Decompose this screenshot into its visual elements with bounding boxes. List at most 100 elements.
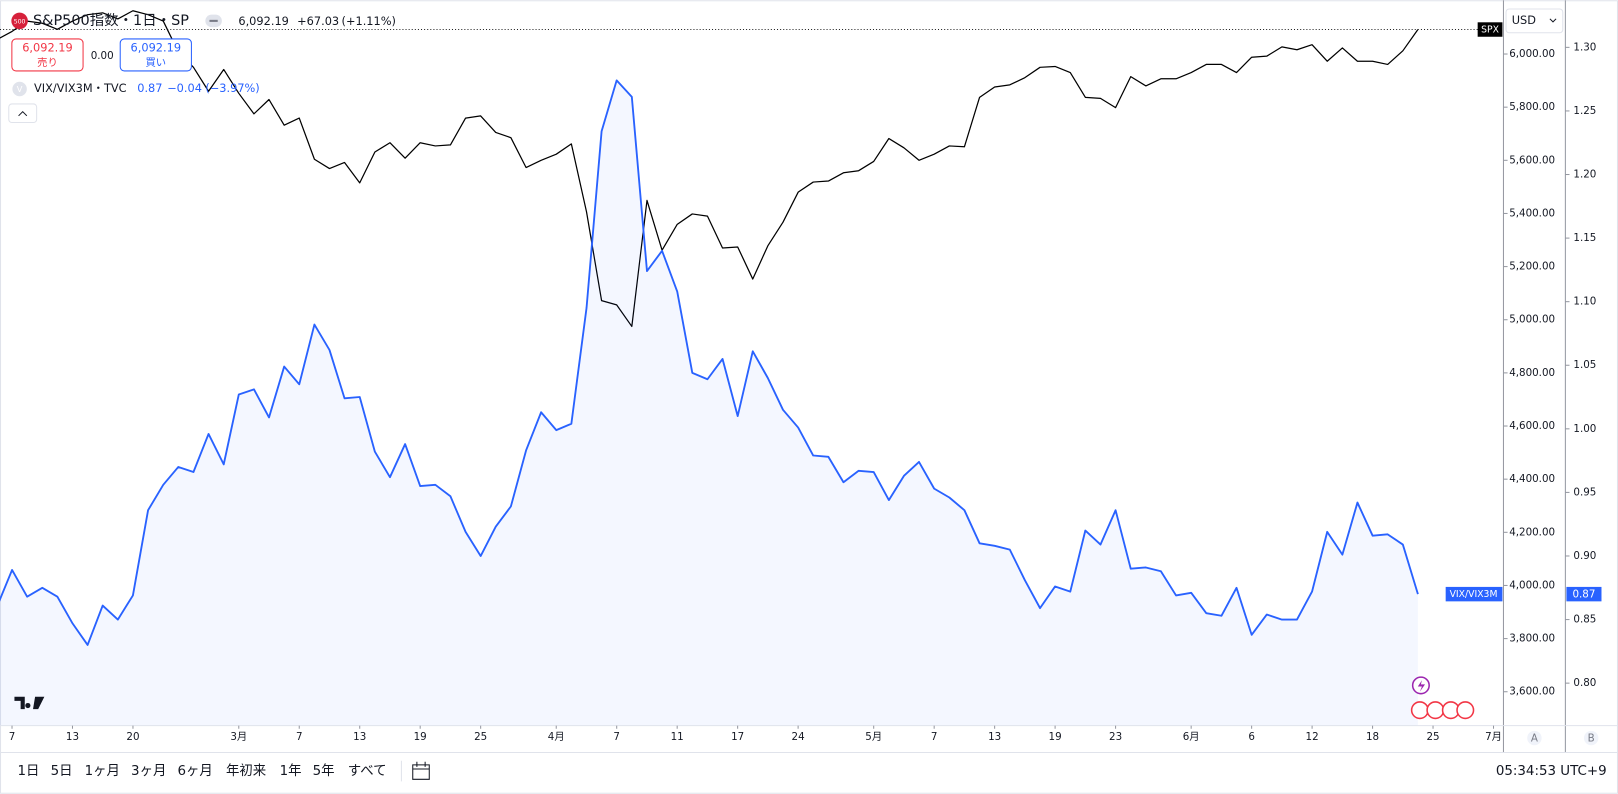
range-button[interactable]: 6ヶ月	[177, 764, 212, 779]
series-tag-label: VIX/VIX3M	[1450, 589, 1498, 600]
x-tick-label: 7	[296, 731, 303, 743]
series-tag-label: SPX	[1481, 25, 1499, 36]
series-line	[0, 79, 1419, 646]
y-tick-label: 4,000.00	[1509, 579, 1555, 591]
change-pct: (+1.11%)	[342, 14, 396, 28]
flag[interactable]	[1410, 701, 1429, 720]
x-tick-label: 5月	[865, 731, 882, 743]
legend-change: −0.04	[167, 81, 202, 95]
x-tick-label: 7	[9, 731, 16, 743]
sell-button[interactable]	[11, 38, 84, 72]
currency-select[interactable]	[1505, 8, 1564, 34]
series-area	[0, 80, 1418, 726]
plot-area	[0, 10, 1419, 726]
logo	[14, 696, 45, 710]
collapse-button[interactable]	[8, 103, 38, 124]
x-tick-label: 18	[1366, 731, 1379, 743]
collapse-icon	[18, 110, 28, 117]
sell-price: 6,092.19	[22, 41, 73, 55]
x-tick-label: 6	[1248, 731, 1255, 743]
buy-button[interactable]	[119, 38, 192, 72]
x-tick-label: 6月	[1183, 731, 1200, 743]
currency: USD	[1512, 13, 1537, 27]
x-tick-label: 7	[613, 731, 620, 743]
y-tick-label: 5,600.00	[1509, 154, 1555, 166]
buy-label: 買い	[146, 57, 167, 69]
x-tick-label: 24	[792, 731, 805, 743]
y-tick-label: 1.05	[1573, 359, 1596, 371]
sell-label: 売り	[37, 56, 58, 69]
y-tick-label: 5,400.00	[1509, 207, 1555, 219]
series-line	[0, 10, 1419, 328]
y-tick-label: 4,800.00	[1509, 367, 1555, 379]
x-tick-label: 23	[1109, 731, 1122, 743]
y-tick-label: 1.15	[1573, 232, 1596, 244]
y-tick-label: 1.25	[1573, 105, 1596, 117]
y-tick-label: 0.95	[1573, 486, 1596, 498]
range-button[interactable]: 5年	[313, 763, 335, 779]
range-button[interactable]: 1ヶ月	[85, 764, 120, 779]
x-tick-label: 19	[414, 731, 427, 743]
y-tick-label: 4,400.00	[1509, 473, 1555, 485]
axis-b: B	[1588, 733, 1595, 745]
y-tick-label: 4,200.00	[1509, 526, 1555, 538]
clock: 05:34:53 UTC+9	[1496, 764, 1607, 779]
buy-price: 6,092.19	[131, 41, 182, 55]
last-value-tag	[1566, 586, 1602, 602]
axis-a-button[interactable]	[1527, 730, 1542, 746]
series-tag	[1445, 586, 1503, 602]
x-tick-label: 7月	[1485, 731, 1502, 743]
flag[interactable]	[1456, 701, 1475, 720]
range-button[interactable]: 年初来	[226, 763, 266, 779]
last-value-label: 0.87	[1572, 589, 1595, 601]
range-button[interactable]: すべて	[348, 763, 387, 779]
x-tick-label: 12	[1306, 731, 1319, 743]
change: +67.03	[297, 14, 339, 28]
legend-symbol[interactable]: VIX/VIX3M・TVC	[34, 81, 127, 95]
range-button[interactable]: 5日	[51, 764, 73, 779]
x-tick-label: 17	[731, 731, 744, 743]
x-tick-label: 25	[1426, 731, 1439, 743]
symbol-icon-text: 500	[14, 18, 26, 25]
x-tick-label: 13	[353, 731, 366, 743]
series-tag	[1477, 22, 1503, 37]
event-flags[interactable]	[1410, 701, 1475, 720]
legend-change-pct: (−3.97%)	[205, 81, 259, 95]
y-tick-label: 1.00	[1573, 423, 1596, 435]
x-tick-label: 4月	[548, 731, 565, 743]
calendar-button[interactable]	[412, 761, 430, 780]
x-tick-label: 13	[988, 731, 1001, 743]
y-tick-label: 6,000.00	[1509, 48, 1555, 60]
y-tick-label: 5,000.00	[1509, 314, 1555, 326]
quote: 6,092.19	[238, 14, 289, 28]
y-tick-label: 1.20	[1573, 169, 1596, 181]
y-tick-label: 1.30	[1573, 41, 1596, 53]
y-tick-label: 3,600.00	[1509, 686, 1555, 698]
y-tick-label: 5,800.00	[1509, 101, 1555, 113]
legend-value: 0.87	[137, 81, 162, 95]
chart-title[interactable]: S&P500指数・1日・SP	[33, 12, 189, 29]
event-icon-bolt	[1417, 680, 1426, 692]
symbol-icon	[11, 12, 28, 30]
axis-b-button[interactable]	[1583, 730, 1599, 746]
y-tick-label: 0.85	[1573, 614, 1596, 626]
y-tick-label: 4,600.00	[1509, 420, 1555, 432]
flag[interactable]	[1426, 701, 1445, 720]
y-tick-label: 0.80	[1573, 677, 1596, 689]
x-tick-label: 25	[474, 731, 487, 743]
y-tick-label: 3,800.00	[1509, 633, 1555, 645]
range-button[interactable]: 3ヶ月	[131, 764, 166, 779]
range-button[interactable]: 1日	[18, 764, 40, 779]
y-tick-label: 0.90	[1573, 550, 1596, 562]
x-tick-label: 3月	[230, 731, 247, 743]
x-tick-label: 13	[66, 731, 79, 743]
spread: 0.00	[91, 50, 114, 62]
y-tick-label: 1.10	[1573, 296, 1596, 308]
range-button[interactable]: 1年	[280, 763, 302, 779]
axis-a: A	[1531, 733, 1538, 745]
x-tick-label: 19	[1049, 731, 1062, 743]
currency-chevron	[1549, 18, 1557, 23]
x-tick-label: 20	[126, 731, 139, 743]
